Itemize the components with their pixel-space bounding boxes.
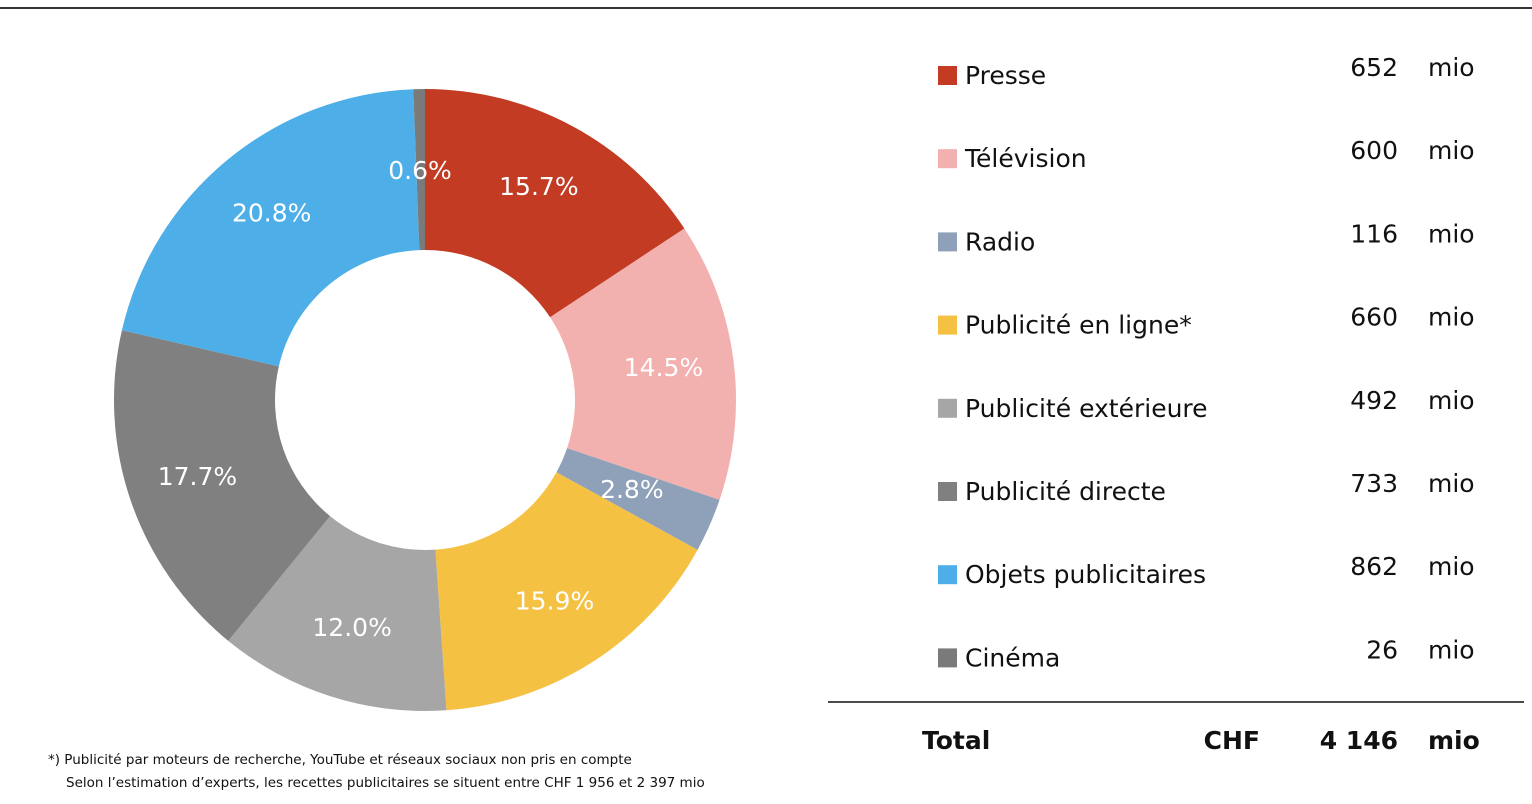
legend-swatch — [938, 66, 957, 85]
slice — [413, 89, 425, 251]
legend-label: Publicité directe — [965, 477, 1166, 506]
legend-label: Cinéma — [965, 643, 1060, 672]
amount-unit: mio — [1428, 219, 1475, 248]
legend-label: Objets publicitaires — [965, 560, 1206, 589]
amount: 660 — [1350, 303, 1398, 332]
legend-swatch — [938, 315, 957, 335]
slice-label: 0.6% — [388, 156, 452, 185]
slice — [435, 472, 698, 711]
slice-label: 2.8% — [600, 475, 664, 504]
legend-swatch — [938, 482, 957, 501]
slice-label: 15.7% — [499, 172, 578, 201]
footnote: Selon l’estimation d’experts, les recett… — [66, 775, 705, 791]
total-unit: mio — [1428, 726, 1480, 755]
amount-unit: mio — [1428, 136, 1475, 165]
legend-label: Publicité extérieure — [965, 394, 1208, 423]
slice — [121, 89, 420, 367]
amount-unit: mio — [1428, 469, 1475, 498]
legend-swatch — [938, 398, 957, 418]
amount: 600 — [1350, 136, 1398, 165]
slice — [228, 516, 447, 711]
legend-label: Radio — [965, 227, 1035, 256]
amount-unit: mio — [1428, 386, 1475, 415]
legend-label: Presse — [965, 61, 1046, 90]
amount: 862 — [1350, 552, 1398, 581]
slice-label: 14.5% — [624, 353, 703, 382]
legend-swatch — [938, 565, 957, 585]
slice-label: 17.7% — [158, 462, 237, 491]
legend-swatch — [938, 149, 957, 169]
amount: 492 — [1350, 386, 1398, 415]
total-currency: CHF — [1204, 726, 1260, 755]
amount-unit: mio — [1428, 303, 1475, 332]
slice-label: 15.9% — [515, 587, 594, 616]
amount-unit: mio — [1428, 635, 1475, 664]
total-value: 4 146 — [1320, 726, 1398, 755]
slice — [425, 89, 685, 318]
amount: 652 — [1350, 53, 1398, 82]
amount: 116 — [1350, 219, 1398, 248]
amount-unit: mio — [1428, 53, 1475, 82]
legend-label: Télévision — [964, 144, 1087, 173]
footnote: *) Publicité par moteurs de recherche, Y… — [48, 752, 632, 768]
slice-label: 20.8% — [232, 199, 311, 228]
legend-swatch — [938, 232, 957, 252]
amount-unit: mio — [1428, 552, 1475, 581]
legend-swatch — [938, 648, 957, 668]
slice — [556, 448, 720, 550]
total-label: Total — [922, 726, 990, 755]
slice — [550, 228, 736, 500]
legend-label: Publicité en ligne* — [965, 311, 1192, 340]
amount: 26 — [1366, 635, 1398, 664]
slice — [113, 330, 331, 641]
slice-label: 12.0% — [312, 613, 391, 642]
amount: 733 — [1350, 469, 1398, 498]
